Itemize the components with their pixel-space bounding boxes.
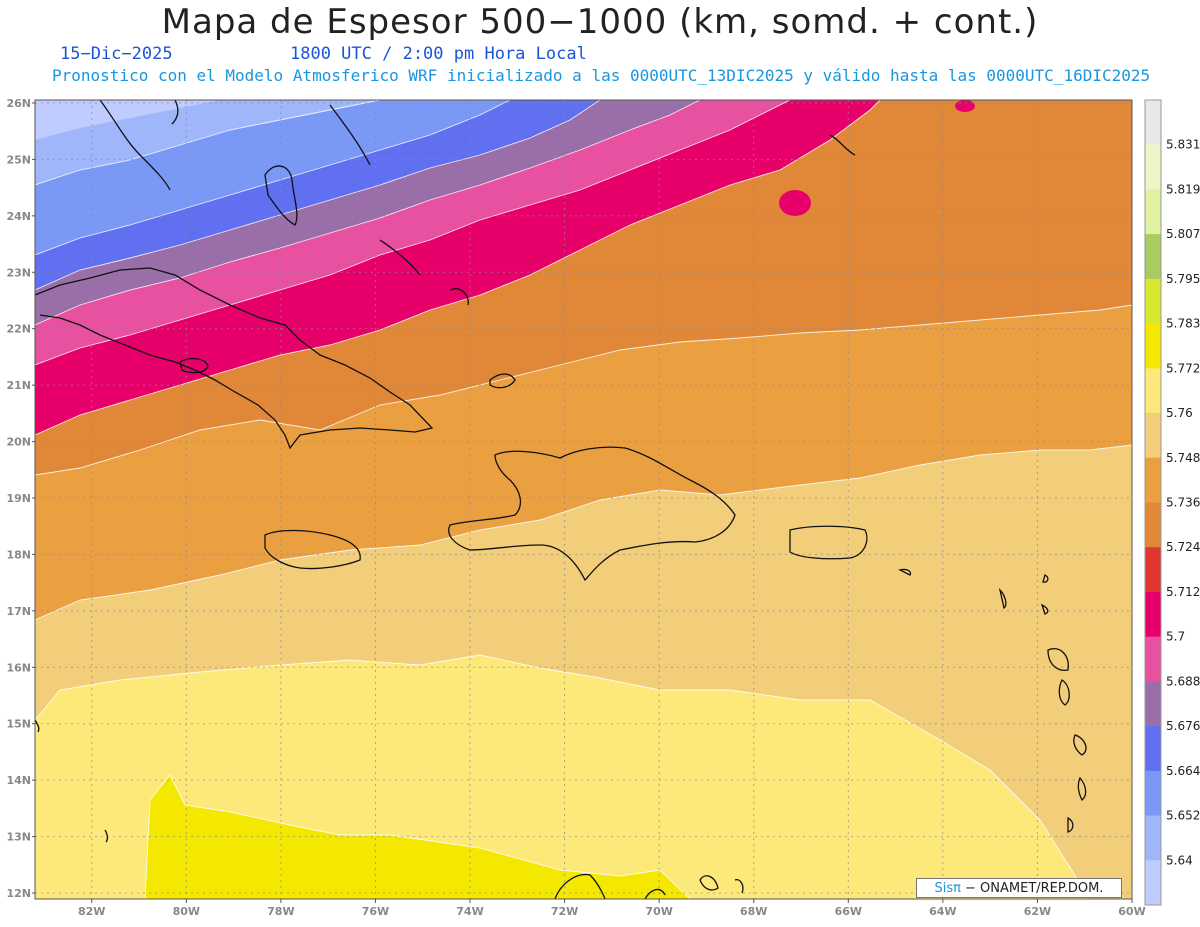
longitude-label: 76W <box>362 905 389 918</box>
longitude-label: 62W <box>1024 905 1051 918</box>
longitude-labels: 82W 80W 78W 76W 74W 72W 70W 68W 66W 64W 62W 60W <box>78 899 1146 918</box>
colorbar-swatch <box>1145 815 1161 861</box>
colorbar-label: 5.807 <box>1166 227 1200 241</box>
colorbar-label: 5.652 <box>1166 809 1200 823</box>
latitude-label: 17N <box>6 605 31 618</box>
credit-box: Sisπ − ONAMET/REP.DOM. <box>916 878 1122 898</box>
map-frame <box>34 99 1133 900</box>
latitude-label: 19N <box>6 492 31 505</box>
latitude-label: 14N <box>6 774 31 787</box>
longitude-label: 66W <box>835 905 862 918</box>
credit-org: − ONAMET/REP.DOM. <box>965 880 1104 896</box>
colorbar-swatch <box>1145 860 1161 906</box>
latitude-label: 13N <box>6 831 31 844</box>
longitude-label: 74W <box>456 905 483 918</box>
colorbar-label: 5.795 <box>1166 272 1200 286</box>
colorbar-label: 5.748 <box>1166 451 1200 465</box>
latitude-label: 21N <box>6 379 31 392</box>
longitude-label: 60W <box>1118 905 1145 918</box>
forecast-date: 15−Dic−2025 <box>60 44 173 64</box>
colorbar-swatch <box>1145 278 1161 325</box>
colorbar-label: 5.831 <box>1166 138 1200 152</box>
longitude-label: 80W <box>173 905 200 918</box>
colorbar-swatch <box>1145 636 1161 682</box>
colorbar-swatch <box>1145 591 1161 638</box>
latitude-label: 26N <box>6 97 31 110</box>
latitude-label: 20N <box>6 436 31 449</box>
colorbar-swatch <box>1145 726 1161 772</box>
longitude-label: 64W <box>929 905 956 918</box>
model-info-line: Pronostico con el Modelo Atmosferico WRF… <box>52 66 1151 85</box>
colorbar-label: 5.772 <box>1166 361 1200 375</box>
colorbar-swatch <box>1145 681 1161 727</box>
longitude-label: 70W <box>645 905 672 918</box>
latitude-label: 25N <box>6 153 31 166</box>
colorbar-label: 5.76 <box>1166 406 1193 420</box>
colorbar-swatch <box>1145 144 1161 190</box>
colorbar-swatch <box>1145 457 1161 503</box>
colorbar-swatch <box>1145 368 1161 414</box>
latitude-label: 12N <box>6 887 31 900</box>
colorbar-swatch <box>1145 189 1161 235</box>
longitude-label: 82W <box>78 905 105 918</box>
colorbar-swatch <box>1145 770 1161 817</box>
latitude-labels: 26N 25N 24N 23N 22N 21N 20N 19N 18N 17N 16N 15N 14N 1… <box>6 97 35 900</box>
latitude-label: 23N <box>6 266 31 279</box>
colorbar-label: 5.783 <box>1166 317 1200 331</box>
thickness-bands <box>35 100 1132 899</box>
colorbar-swatch <box>1145 413 1161 459</box>
longitude-label: 78W <box>267 905 294 918</box>
colorbar-label: 5.736 <box>1166 496 1200 510</box>
longitude-label: 68W <box>740 905 767 918</box>
colorbar-swatch <box>1145 547 1161 593</box>
coastlines <box>34 99 1087 900</box>
sis-pi-logo-text: Sisπ <box>934 880 962 896</box>
map-title: Mapa de Espesor 500−1000 (km, somd. + co… <box>161 2 1039 42</box>
forecast-time: 1800 UTC / 2:00 pm Hora Local <box>290 44 587 64</box>
colorbar-swatch <box>1145 323 1161 369</box>
latitude-label: 16N <box>6 661 31 674</box>
colorbar-swatch <box>1145 100 1161 146</box>
colorbar-swatch <box>1145 234 1161 280</box>
colorbar-label: 5.712 <box>1166 585 1200 599</box>
longitude-label: 72W <box>551 905 578 918</box>
latitude-label: 15N <box>6 718 31 731</box>
colorbar-label: 5.819 <box>1166 182 1200 196</box>
colorbar-label: 5.64 <box>1166 853 1193 867</box>
colorbar-frame <box>1144 99 1162 906</box>
colorbar-label: 5.688 <box>1166 674 1200 688</box>
latitude-label: 18N <box>6 548 31 561</box>
latitude-label: 24N <box>6 210 31 223</box>
colorbar-label: 5.7 <box>1166 630 1185 644</box>
colorbar-label: 5.664 <box>1166 764 1200 778</box>
colorbar-label: 5.724 <box>1166 540 1200 554</box>
colorbar-label: 5.676 <box>1166 719 1200 733</box>
colorbar: 5.831 5.819 5.807 5.795 5.783 5.772 5.76 5.748 5… <box>1144 99 1200 906</box>
colorbar-swatch <box>1145 502 1161 548</box>
latitude-label: 22N <box>6 323 31 336</box>
